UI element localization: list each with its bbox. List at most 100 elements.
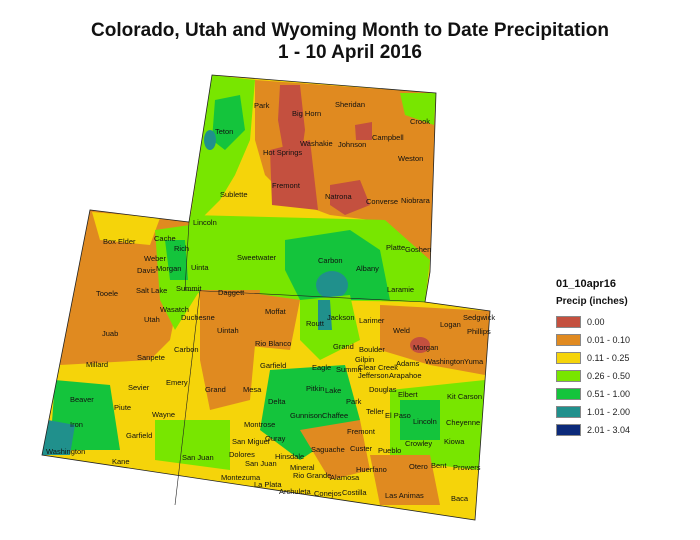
svg-text:Teton: Teton xyxy=(215,127,233,136)
legend-swatch xyxy=(556,424,581,436)
svg-text:Mesa: Mesa xyxy=(243,385,262,394)
svg-text:Lake: Lake xyxy=(325,386,341,395)
svg-text:Conejos: Conejos xyxy=(314,489,342,498)
legend: 01_10apr16 Precip (inches) 0.00 0.01 - 0… xyxy=(556,278,696,439)
svg-text:Fremont: Fremont xyxy=(272,181,301,190)
legend-label: 2.01 - 3.04 xyxy=(587,425,631,435)
svg-text:Baca: Baca xyxy=(451,494,469,503)
svg-text:Gunnison: Gunnison xyxy=(290,411,322,420)
svg-text:Piute: Piute xyxy=(114,403,131,412)
legend-item: 0.01 - 0.10 xyxy=(556,331,696,349)
svg-text:Teller: Teller xyxy=(366,407,384,416)
svg-text:Otero: Otero xyxy=(409,462,428,471)
state-borders xyxy=(174,221,426,506)
svg-text:Park: Park xyxy=(346,397,362,406)
svg-text:Natrona: Natrona xyxy=(325,192,353,201)
svg-text:Wasatch: Wasatch xyxy=(160,305,189,314)
svg-text:San Juan: San Juan xyxy=(182,453,214,462)
svg-text:Morgan: Morgan xyxy=(156,264,181,273)
svg-text:Tooele: Tooele xyxy=(96,289,118,298)
svg-text:Carbon: Carbon xyxy=(318,256,343,265)
legend-label: 0.11 - 0.25 xyxy=(587,353,630,363)
svg-text:Morgan: Morgan xyxy=(413,343,438,352)
svg-text:Cheyenne: Cheyenne xyxy=(446,418,480,427)
legend-item: 1.01 - 2.00 xyxy=(556,403,696,421)
svg-text:Sedgwick: Sedgwick xyxy=(463,313,495,322)
svg-text:Cache: Cache xyxy=(154,234,176,243)
map-title: Colorado, Utah and Wyoming Month to Date… xyxy=(0,20,700,64)
svg-text:Utah: Utah xyxy=(144,315,160,324)
svg-text:Sweetwater: Sweetwater xyxy=(237,253,277,262)
svg-text:Emery: Emery xyxy=(166,378,188,387)
svg-text:Jackson: Jackson xyxy=(327,313,355,322)
svg-text:Alamosa: Alamosa xyxy=(330,473,360,482)
legend-item: 2.01 - 3.04 xyxy=(556,421,696,439)
legend-item: 0.00 xyxy=(556,313,696,331)
svg-text:Uinta: Uinta xyxy=(191,263,209,272)
svg-text:El Paso: El Paso xyxy=(385,411,411,420)
legend-swatch xyxy=(556,406,581,418)
svg-text:San Juan: San Juan xyxy=(245,459,277,468)
svg-text:Park: Park xyxy=(254,101,270,110)
svg-text:Pitkin: Pitkin xyxy=(306,384,324,393)
legend-label: 0.51 - 1.00 xyxy=(587,389,631,399)
legend-swatch xyxy=(556,352,581,364)
svg-text:Niobrara: Niobrara xyxy=(401,196,431,205)
svg-text:Fremont: Fremont xyxy=(347,427,376,436)
svg-text:Summit: Summit xyxy=(336,365,362,374)
svg-text:Montrose: Montrose xyxy=(244,420,275,429)
svg-text:Rich: Rich xyxy=(174,244,189,253)
svg-text:Crook: Crook xyxy=(410,117,430,126)
svg-text:Platte: Platte xyxy=(386,243,405,252)
svg-text:Moffat: Moffat xyxy=(265,307,287,316)
legend-label: 0.26 - 0.50 xyxy=(587,371,631,381)
county-labels: Park Big Horn Sheridan Crook Teton Washa… xyxy=(46,100,495,503)
svg-text:Huerfano: Huerfano xyxy=(356,465,387,474)
legend-label: 0.01 - 0.10 xyxy=(587,335,631,345)
svg-text:Logan: Logan xyxy=(440,320,461,329)
legend-item: 0.26 - 0.50 xyxy=(556,367,696,385)
svg-text:Eagle: Eagle xyxy=(312,363,331,372)
legend-title: 01_10apr16 xyxy=(556,278,616,290)
svg-text:Custer: Custer xyxy=(350,444,373,453)
svg-text:Uintah: Uintah xyxy=(217,326,239,335)
svg-text:Costilla: Costilla xyxy=(342,488,367,497)
svg-text:Laramie: Laramie xyxy=(387,285,414,294)
svg-text:Johnson: Johnson xyxy=(338,140,366,149)
svg-text:Ouray: Ouray xyxy=(265,434,286,443)
title-line-1: Colorado, Utah and Wyoming Month to Date… xyxy=(91,20,609,41)
title-line-2: 1 - 10 April 2016 xyxy=(278,42,422,63)
svg-text:Davis: Davis xyxy=(137,266,156,275)
svg-text:Garfield: Garfield xyxy=(260,361,286,370)
svg-text:Beaver: Beaver xyxy=(70,395,94,404)
svg-text:La Plata: La Plata xyxy=(254,480,282,489)
legend-label: 1.01 - 2.00 xyxy=(587,407,631,417)
svg-text:Summit: Summit xyxy=(176,284,202,293)
svg-text:Larimer: Larimer xyxy=(359,316,385,325)
svg-text:Iron: Iron xyxy=(70,420,83,429)
svg-text:Rio Blanco: Rio Blanco xyxy=(255,339,291,348)
svg-text:Goshen: Goshen xyxy=(405,245,431,254)
svg-text:Campbell: Campbell xyxy=(372,133,404,142)
svg-text:Wayne: Wayne xyxy=(152,410,175,419)
svg-text:San Miguel: San Miguel xyxy=(232,437,270,446)
svg-text:Delta: Delta xyxy=(268,397,286,406)
svg-text:Sevier: Sevier xyxy=(128,383,150,392)
legend-label: 0.00 xyxy=(587,317,605,327)
svg-text:Montezuma: Montezuma xyxy=(221,473,261,482)
svg-text:Albany: Albany xyxy=(356,264,379,273)
svg-text:Garfield: Garfield xyxy=(126,431,152,440)
svg-text:Weber: Weber xyxy=(144,254,166,263)
svg-text:Sheridan: Sheridan xyxy=(335,100,365,109)
svg-text:Washington: Washington xyxy=(46,447,85,456)
svg-text:Archuleta: Archuleta xyxy=(279,487,312,496)
svg-text:Chaffee: Chaffee xyxy=(322,411,348,420)
svg-text:Pueblo: Pueblo xyxy=(378,446,401,455)
svg-text:Phillips: Phillips xyxy=(467,327,491,336)
svg-text:Dolores: Dolores xyxy=(229,450,255,459)
svg-text:Hot Springs: Hot Springs xyxy=(263,148,302,157)
legend-item: 0.11 - 0.25 xyxy=(556,349,696,367)
state-outline xyxy=(41,74,491,521)
svg-text:Weston: Weston xyxy=(398,154,423,163)
